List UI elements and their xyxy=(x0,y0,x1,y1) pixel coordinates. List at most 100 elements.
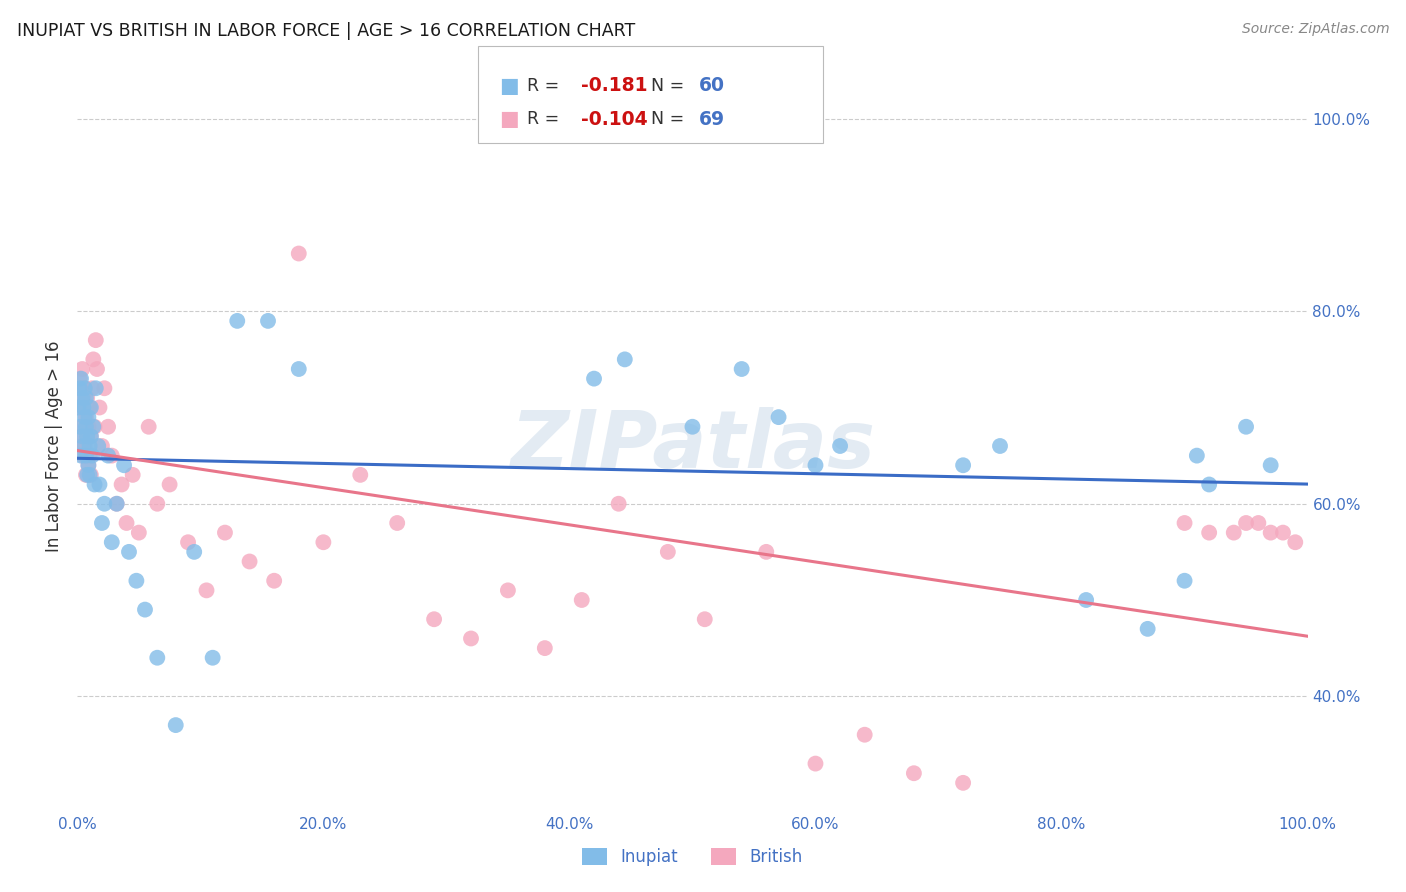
Point xyxy=(93,381,115,395)
Point xyxy=(101,449,124,463)
Legend: Inupiat, British: Inupiat, British xyxy=(575,841,810,873)
Point xyxy=(77,458,100,473)
Point xyxy=(112,458,135,473)
Point xyxy=(67,401,90,415)
Point xyxy=(76,391,98,405)
Point xyxy=(952,776,974,790)
Point xyxy=(128,525,150,540)
Point xyxy=(903,766,925,780)
Point xyxy=(1247,516,1270,530)
Point xyxy=(73,410,96,425)
Point xyxy=(105,497,128,511)
Point xyxy=(82,449,104,463)
Point xyxy=(349,467,371,482)
Point xyxy=(1185,449,1208,463)
Point xyxy=(70,429,93,443)
Point xyxy=(214,525,236,540)
Point xyxy=(80,429,103,443)
Point xyxy=(571,593,593,607)
Point xyxy=(76,429,98,443)
Point xyxy=(460,632,482,646)
Point xyxy=(79,467,101,482)
Point xyxy=(82,352,104,367)
Point xyxy=(146,497,169,511)
Point xyxy=(146,650,169,665)
Point xyxy=(121,467,143,482)
Point xyxy=(1284,535,1306,549)
Text: 60: 60 xyxy=(699,77,724,95)
Point xyxy=(89,401,111,415)
Point xyxy=(97,449,120,463)
Point xyxy=(75,449,97,463)
Point xyxy=(177,535,200,549)
Point xyxy=(165,718,187,732)
Point xyxy=(288,246,311,260)
Text: ■: ■ xyxy=(499,109,519,129)
Point xyxy=(79,439,101,453)
Point xyxy=(97,419,120,434)
Text: 69: 69 xyxy=(699,110,725,128)
Point xyxy=(423,612,446,626)
Point xyxy=(73,381,96,395)
Point xyxy=(83,477,105,491)
Point xyxy=(77,458,100,473)
Point xyxy=(70,391,93,405)
Point xyxy=(1174,574,1197,588)
Point xyxy=(84,333,107,347)
Point xyxy=(86,362,108,376)
Point xyxy=(988,439,1011,453)
Point xyxy=(226,314,249,328)
Point xyxy=(67,401,90,415)
Point xyxy=(263,574,285,588)
Point xyxy=(682,419,704,434)
Point xyxy=(90,516,114,530)
Point xyxy=(1260,458,1282,473)
Point xyxy=(73,381,96,395)
Point xyxy=(134,602,156,616)
Point xyxy=(613,352,636,367)
Text: R =: R = xyxy=(527,110,565,128)
Point xyxy=(125,574,148,588)
Point xyxy=(70,362,93,376)
Point xyxy=(83,419,105,434)
Point xyxy=(118,545,141,559)
Point xyxy=(76,467,98,482)
Point xyxy=(830,439,852,453)
Point xyxy=(138,419,160,434)
Point xyxy=(853,728,876,742)
Text: R =: R = xyxy=(527,77,565,95)
Point xyxy=(1198,525,1220,540)
Point xyxy=(75,410,97,425)
Point xyxy=(804,458,827,473)
Text: N =: N = xyxy=(651,110,690,128)
Point xyxy=(496,583,519,598)
Point xyxy=(952,458,974,473)
Point xyxy=(111,477,132,491)
Point xyxy=(257,314,280,328)
Text: -0.181: -0.181 xyxy=(581,77,647,95)
Point xyxy=(693,612,716,626)
Y-axis label: In Labor Force | Age > 16: In Labor Force | Age > 16 xyxy=(45,340,63,552)
Point xyxy=(84,381,107,395)
Text: ZIPatlas: ZIPatlas xyxy=(510,407,875,485)
Point xyxy=(72,391,94,405)
Point xyxy=(159,477,181,491)
Point xyxy=(70,371,93,385)
Point xyxy=(70,449,93,463)
Point xyxy=(69,371,91,385)
Point xyxy=(77,410,100,425)
Point xyxy=(87,439,110,453)
Point xyxy=(1174,516,1197,530)
Point xyxy=(70,419,93,434)
Point xyxy=(90,439,114,453)
Point xyxy=(80,429,103,443)
Text: INUPIAT VS BRITISH IN LABOR FORCE | AGE > 16 CORRELATION CHART: INUPIAT VS BRITISH IN LABOR FORCE | AGE … xyxy=(17,22,636,40)
Point xyxy=(115,516,138,530)
Point xyxy=(77,419,100,434)
Point xyxy=(804,756,827,771)
Point xyxy=(70,439,93,453)
Point xyxy=(312,535,335,549)
Text: Source: ZipAtlas.com: Source: ZipAtlas.com xyxy=(1241,22,1389,37)
Point xyxy=(1272,525,1295,540)
Point xyxy=(75,391,97,405)
